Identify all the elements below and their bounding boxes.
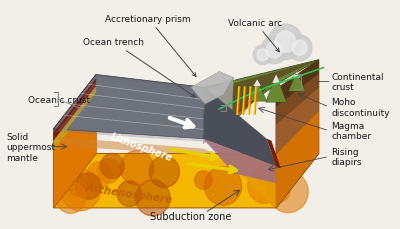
Polygon shape: [272, 75, 280, 83]
Circle shape: [268, 25, 303, 60]
Text: Magma
chamber: Magma chamber: [331, 122, 371, 141]
Text: Accretionary prism: Accretionary prism: [105, 15, 196, 77]
Circle shape: [149, 156, 180, 188]
Circle shape: [56, 182, 86, 213]
Circle shape: [266, 178, 290, 203]
Circle shape: [275, 32, 296, 53]
Text: Volcanic arc: Volcanic arc: [228, 19, 282, 52]
Polygon shape: [203, 60, 319, 139]
Polygon shape: [54, 154, 319, 208]
Polygon shape: [293, 72, 301, 78]
Polygon shape: [54, 85, 96, 145]
Circle shape: [204, 167, 242, 205]
Circle shape: [68, 176, 88, 196]
Polygon shape: [54, 97, 96, 208]
Polygon shape: [203, 139, 276, 183]
Polygon shape: [217, 60, 319, 139]
Circle shape: [268, 171, 308, 213]
Circle shape: [194, 171, 212, 190]
Circle shape: [120, 151, 154, 185]
Circle shape: [258, 157, 291, 191]
Text: Moho
discontinuity: Moho discontinuity: [331, 98, 390, 117]
Circle shape: [288, 36, 312, 61]
Polygon shape: [203, 78, 234, 144]
Polygon shape: [191, 72, 234, 105]
Text: Rising
diapirs: Rising diapirs: [331, 147, 362, 166]
Circle shape: [136, 180, 170, 216]
Text: Oceanic crust: Oceanic crust: [28, 95, 90, 104]
Circle shape: [76, 173, 101, 199]
Polygon shape: [276, 88, 319, 155]
Text: Asthenosphere: Asthenosphere: [85, 182, 174, 204]
Polygon shape: [276, 60, 319, 208]
Polygon shape: [267, 139, 281, 169]
Text: Lithosphere: Lithosphere: [109, 131, 174, 163]
Polygon shape: [288, 72, 306, 92]
Polygon shape: [203, 88, 276, 167]
Polygon shape: [54, 137, 222, 157]
Polygon shape: [266, 75, 286, 103]
Circle shape: [261, 37, 288, 64]
Circle shape: [248, 168, 282, 203]
Polygon shape: [248, 80, 267, 102]
Polygon shape: [54, 79, 96, 141]
Polygon shape: [253, 80, 261, 87]
Polygon shape: [276, 74, 319, 125]
Circle shape: [292, 41, 307, 56]
Polygon shape: [54, 91, 96, 151]
Polygon shape: [54, 75, 96, 139]
Text: Continental
crust: Continental crust: [331, 72, 384, 92]
Polygon shape: [56, 78, 205, 142]
Circle shape: [266, 42, 282, 59]
Circle shape: [87, 162, 112, 188]
Polygon shape: [276, 112, 319, 208]
Polygon shape: [54, 75, 96, 208]
Circle shape: [117, 181, 142, 207]
Polygon shape: [203, 139, 276, 208]
Circle shape: [257, 50, 268, 61]
Text: Subduction zone: Subduction zone: [150, 211, 232, 221]
Polygon shape: [54, 75, 205, 139]
Circle shape: [55, 150, 84, 181]
Polygon shape: [276, 60, 319, 108]
Circle shape: [100, 154, 124, 179]
Circle shape: [60, 169, 100, 211]
Polygon shape: [54, 87, 96, 147]
Text: Solid
uppermost
mantle: Solid uppermost mantle: [6, 132, 55, 162]
Text: Ocean trench: Ocean trench: [83, 38, 195, 98]
Circle shape: [253, 46, 272, 65]
Circle shape: [98, 159, 121, 183]
